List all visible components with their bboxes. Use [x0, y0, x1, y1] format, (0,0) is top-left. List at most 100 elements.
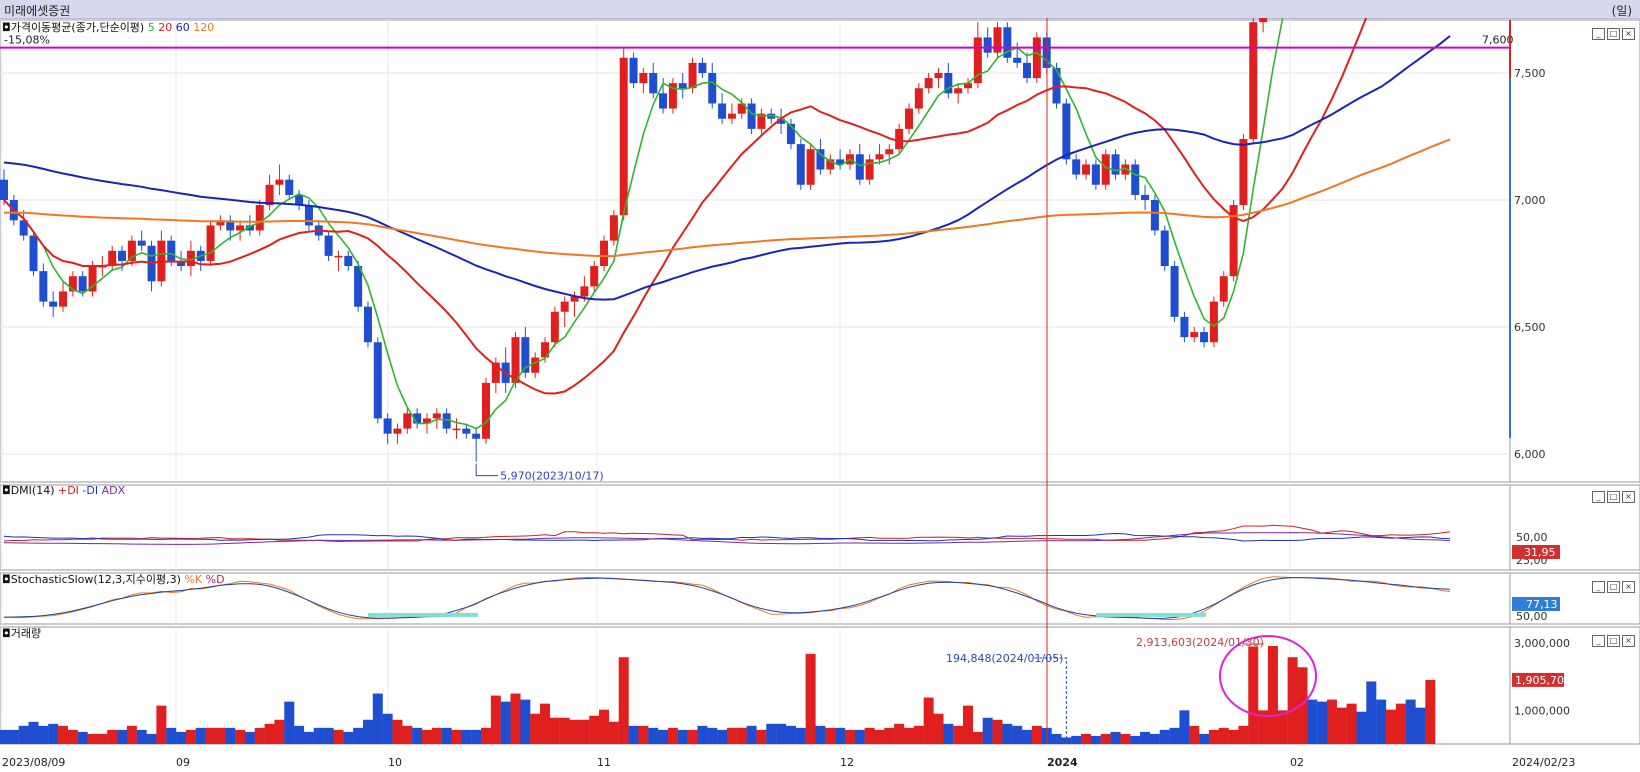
candle-body: [1091, 164, 1100, 185]
volume-bar: [1385, 709, 1396, 744]
minimize-icon[interactable]: _: [1592, 28, 1605, 40]
stoch-panel-controls[interactable]: _ □ ×: [1590, 574, 1640, 593]
volume-bar: [628, 725, 639, 744]
volume-bar: [1297, 667, 1308, 744]
volume-bar: [1267, 645, 1278, 744]
volume-bar: [884, 727, 895, 744]
volume-bar: [1415, 707, 1426, 744]
ma-5-line: [3, 18, 1284, 430]
volume-bar: [303, 731, 314, 744]
candle-body: [491, 362, 500, 383]
candle-body: [1160, 230, 1169, 267]
candle-body: [334, 255, 343, 258]
volume-bar: [795, 727, 806, 744]
volume-bar: [589, 715, 600, 744]
candle-body: [19, 220, 28, 236]
volume-bar: [549, 717, 560, 744]
volume-bar: [776, 723, 787, 744]
candle-body: [373, 342, 382, 419]
stochastic-panel[interactable]: [3, 576, 1451, 620]
volume-bar: [1090, 735, 1101, 744]
stock-chart[interactable]: -4,58%8,540-15,08%7,600 9,0008,5008,0007…: [0, 18, 1640, 772]
vol-peak-circle: [1219, 635, 1317, 717]
volume-bar: [97, 733, 108, 744]
close-icon[interactable]: ×: [1622, 635, 1635, 647]
volume-bar: [1159, 729, 1170, 744]
volume-panel-controls[interactable]: _ □ ×: [1590, 628, 1640, 647]
volume-bar: [1071, 735, 1082, 744]
x-tick-label: 02: [1290, 756, 1304, 769]
candle-body: [1072, 159, 1081, 175]
candle-body: [1121, 164, 1130, 175]
price-panel-controls[interactable]: _ □ ×: [1590, 21, 1640, 40]
volume-bar: [156, 705, 167, 744]
maximize-icon[interactable]: □: [1607, 491, 1620, 503]
candle-body: [363, 306, 372, 343]
volume-bar: [87, 733, 98, 744]
x-tick-label: 2024/02/23: [1512, 756, 1575, 769]
candle-body: [826, 159, 835, 170]
volume-bar: [77, 731, 88, 744]
minimize-icon[interactable]: _: [1592, 491, 1605, 503]
window-title: 미래에셋증권: [4, 4, 71, 18]
volume-panel[interactable]: [0, 645, 1436, 744]
volume-bar: [333, 729, 344, 744]
axis-frame: [1509, 19, 1640, 483]
candle-body: [855, 154, 864, 180]
volume-current-box: [1512, 672, 1564, 687]
candle-body: [1239, 139, 1248, 206]
volume-bar: [1179, 710, 1190, 744]
dmi-panel-controls[interactable]: _ □ ×: [1590, 484, 1640, 503]
volume-bar: [1218, 727, 1229, 744]
volume-bar: [1061, 737, 1072, 744]
candle-body: [993, 27, 1002, 53]
candle-body: [944, 73, 953, 94]
volume-tick-label: 3,000,000: [1514, 637, 1570, 650]
candle-body: [678, 83, 687, 89]
candle-body: [609, 215, 618, 241]
minimize-icon[interactable]: _: [1592, 581, 1605, 593]
volume-bar: [648, 727, 659, 744]
candle-body: [1150, 200, 1159, 231]
candle-body: [1131, 164, 1140, 195]
horizontal-lines[interactable]: -4,58%8,540-15,08%7,600: [0, 18, 1514, 49]
volume-bar: [1208, 729, 1219, 744]
stoch-current: 77,13: [1526, 598, 1558, 611]
close-icon[interactable]: ×: [1622, 491, 1635, 503]
maximize-icon[interactable]: □: [1607, 581, 1620, 593]
maximize-icon[interactable]: □: [1607, 635, 1620, 647]
volume-bar: [835, 727, 846, 744]
volume-bar: [1317, 701, 1328, 744]
volume-bar: [756, 729, 767, 744]
volume-bar: [913, 725, 924, 744]
close-icon[interactable]: ×: [1622, 581, 1635, 593]
volume-bar: [677, 729, 688, 744]
adx-line: [3, 532, 1451, 545]
window-titlebar: 미래에셋증권 (일): [0, 0, 1640, 19]
volume-bar: [815, 725, 826, 744]
candle-body: [452, 428, 461, 431]
minimize-icon[interactable]: _: [1592, 635, 1605, 647]
volume-bar: [1405, 699, 1416, 744]
volume-bar: [530, 713, 541, 744]
dmi-panel[interactable]: [3, 524, 1451, 545]
volume-bar: [461, 729, 472, 744]
close-icon[interactable]: ×: [1622, 28, 1635, 40]
volume-bar: [323, 727, 334, 744]
volume-bar: [372, 693, 383, 744]
candle-body: [422, 418, 431, 424]
candle-body: [590, 266, 599, 287]
volume-bar: [58, 725, 69, 744]
period-unit[interactable]: (일): [1611, 4, 1632, 18]
x-tick-label: 11: [597, 756, 611, 769]
maximize-icon[interactable]: □: [1607, 28, 1620, 40]
candle-body: [304, 205, 313, 226]
low-label: 5,970(2023/10/17): [500, 470, 603, 483]
candle-body: [285, 179, 294, 195]
candle-body: [550, 311, 559, 343]
hline-price-label: 7,600: [1482, 34, 1514, 47]
candle-body: [1013, 57, 1022, 63]
volume-bar: [599, 709, 610, 744]
volume-bar: [382, 713, 393, 744]
volume-bar: [559, 717, 570, 744]
